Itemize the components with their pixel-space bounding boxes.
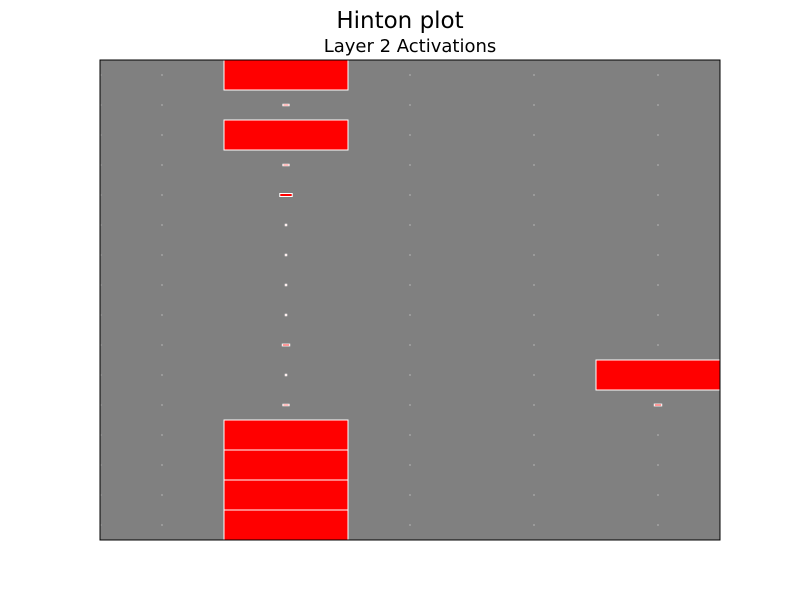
hinton-cell	[657, 284, 659, 286]
hinton-cell	[533, 284, 535, 286]
hinton-cell	[409, 74, 411, 76]
hinton-cell	[533, 344, 535, 346]
hinton-cell	[409, 224, 411, 226]
hinton-cell	[533, 74, 535, 76]
hinton-cell	[657, 314, 659, 316]
hinton-cell	[223, 119, 349, 151]
hinton-cell	[284, 283, 288, 287]
hinton-cell	[284, 223, 288, 227]
hinton-cells	[100, 59, 721, 541]
hinton-cell	[409, 194, 411, 196]
plot-frame	[99, 59, 721, 541]
hinton-cell	[282, 103, 290, 107]
hinton-cell	[595, 359, 721, 391]
hinton-cell	[533, 434, 535, 436]
hinton-cell	[161, 224, 163, 226]
hinton-cell	[409, 164, 411, 166]
hinton-cell	[657, 164, 659, 166]
hinton-cell	[161, 74, 163, 76]
hinton-cell	[409, 134, 411, 136]
hinton-cell	[161, 404, 163, 406]
hinton-cell	[657, 524, 659, 526]
hinton-cell	[533, 494, 535, 496]
plot-background	[100, 60, 720, 540]
hinton-cell	[161, 374, 163, 376]
hinton-cell	[533, 134, 535, 136]
hinton-cell	[284, 253, 288, 257]
hinton-cell	[282, 163, 290, 167]
hinton-cell	[657, 194, 659, 196]
hinton-cell	[653, 403, 663, 407]
hinton-cell	[409, 254, 411, 256]
hinton-cell	[409, 104, 411, 106]
hinton-cell	[533, 374, 535, 376]
hinton-cell	[223, 59, 349, 91]
hinton-cell	[161, 254, 163, 256]
hinton-cell	[409, 284, 411, 286]
hinton-cell	[282, 403, 290, 407]
hinton-cell	[657, 434, 659, 436]
hinton-cell	[657, 224, 659, 226]
figure-suptitle: Hinton plot	[336, 8, 464, 34]
hinton-cell	[657, 344, 659, 346]
hinton-cell	[533, 164, 535, 166]
hinton-cell	[281, 343, 291, 347]
hinton-cell	[533, 104, 535, 106]
hinton-cell	[533, 254, 535, 256]
hinton-cell	[533, 224, 535, 226]
hinton-cell	[161, 194, 163, 196]
chart-title: Layer 2 Activations	[323, 36, 497, 57]
hinton-cell	[161, 104, 163, 106]
hinton-cell	[657, 134, 659, 136]
hinton-cell	[409, 494, 411, 496]
hinton-cell	[161, 284, 163, 286]
hinton-cell	[533, 524, 535, 526]
hinton-cell	[161, 464, 163, 466]
hinton-cell	[409, 404, 411, 406]
hinton-cell	[161, 344, 163, 346]
hinton-cell	[533, 314, 535, 316]
hinton-cell	[161, 524, 163, 526]
hinton-cell	[657, 104, 659, 106]
hinton-cell	[533, 194, 535, 196]
hinton-cell	[223, 509, 349, 541]
hinton-cell	[223, 419, 349, 451]
hinton-cell	[161, 164, 163, 166]
hinton-cell	[533, 404, 535, 406]
hinton-cell	[533, 464, 535, 466]
hinton-cell	[409, 344, 411, 346]
hinton-cell	[284, 313, 288, 317]
hinton-cell	[409, 524, 411, 526]
hinton-cell	[161, 434, 163, 436]
hinton-cell	[223, 449, 349, 481]
hinton-cell	[161, 134, 163, 136]
hinton-cell	[409, 374, 411, 376]
hinton-cell	[161, 494, 163, 496]
hinton-cell	[409, 314, 411, 316]
hinton-cell	[657, 464, 659, 466]
hinton-cell	[409, 434, 411, 436]
hinton-cell	[657, 494, 659, 496]
hinton-cell	[657, 254, 659, 256]
hinton-cell	[657, 74, 659, 76]
hinton-cell	[279, 193, 293, 197]
hinton-cell	[223, 479, 349, 511]
hinton-cell	[284, 373, 288, 377]
hinton-cell	[161, 314, 163, 316]
hinton-cell	[409, 464, 411, 466]
